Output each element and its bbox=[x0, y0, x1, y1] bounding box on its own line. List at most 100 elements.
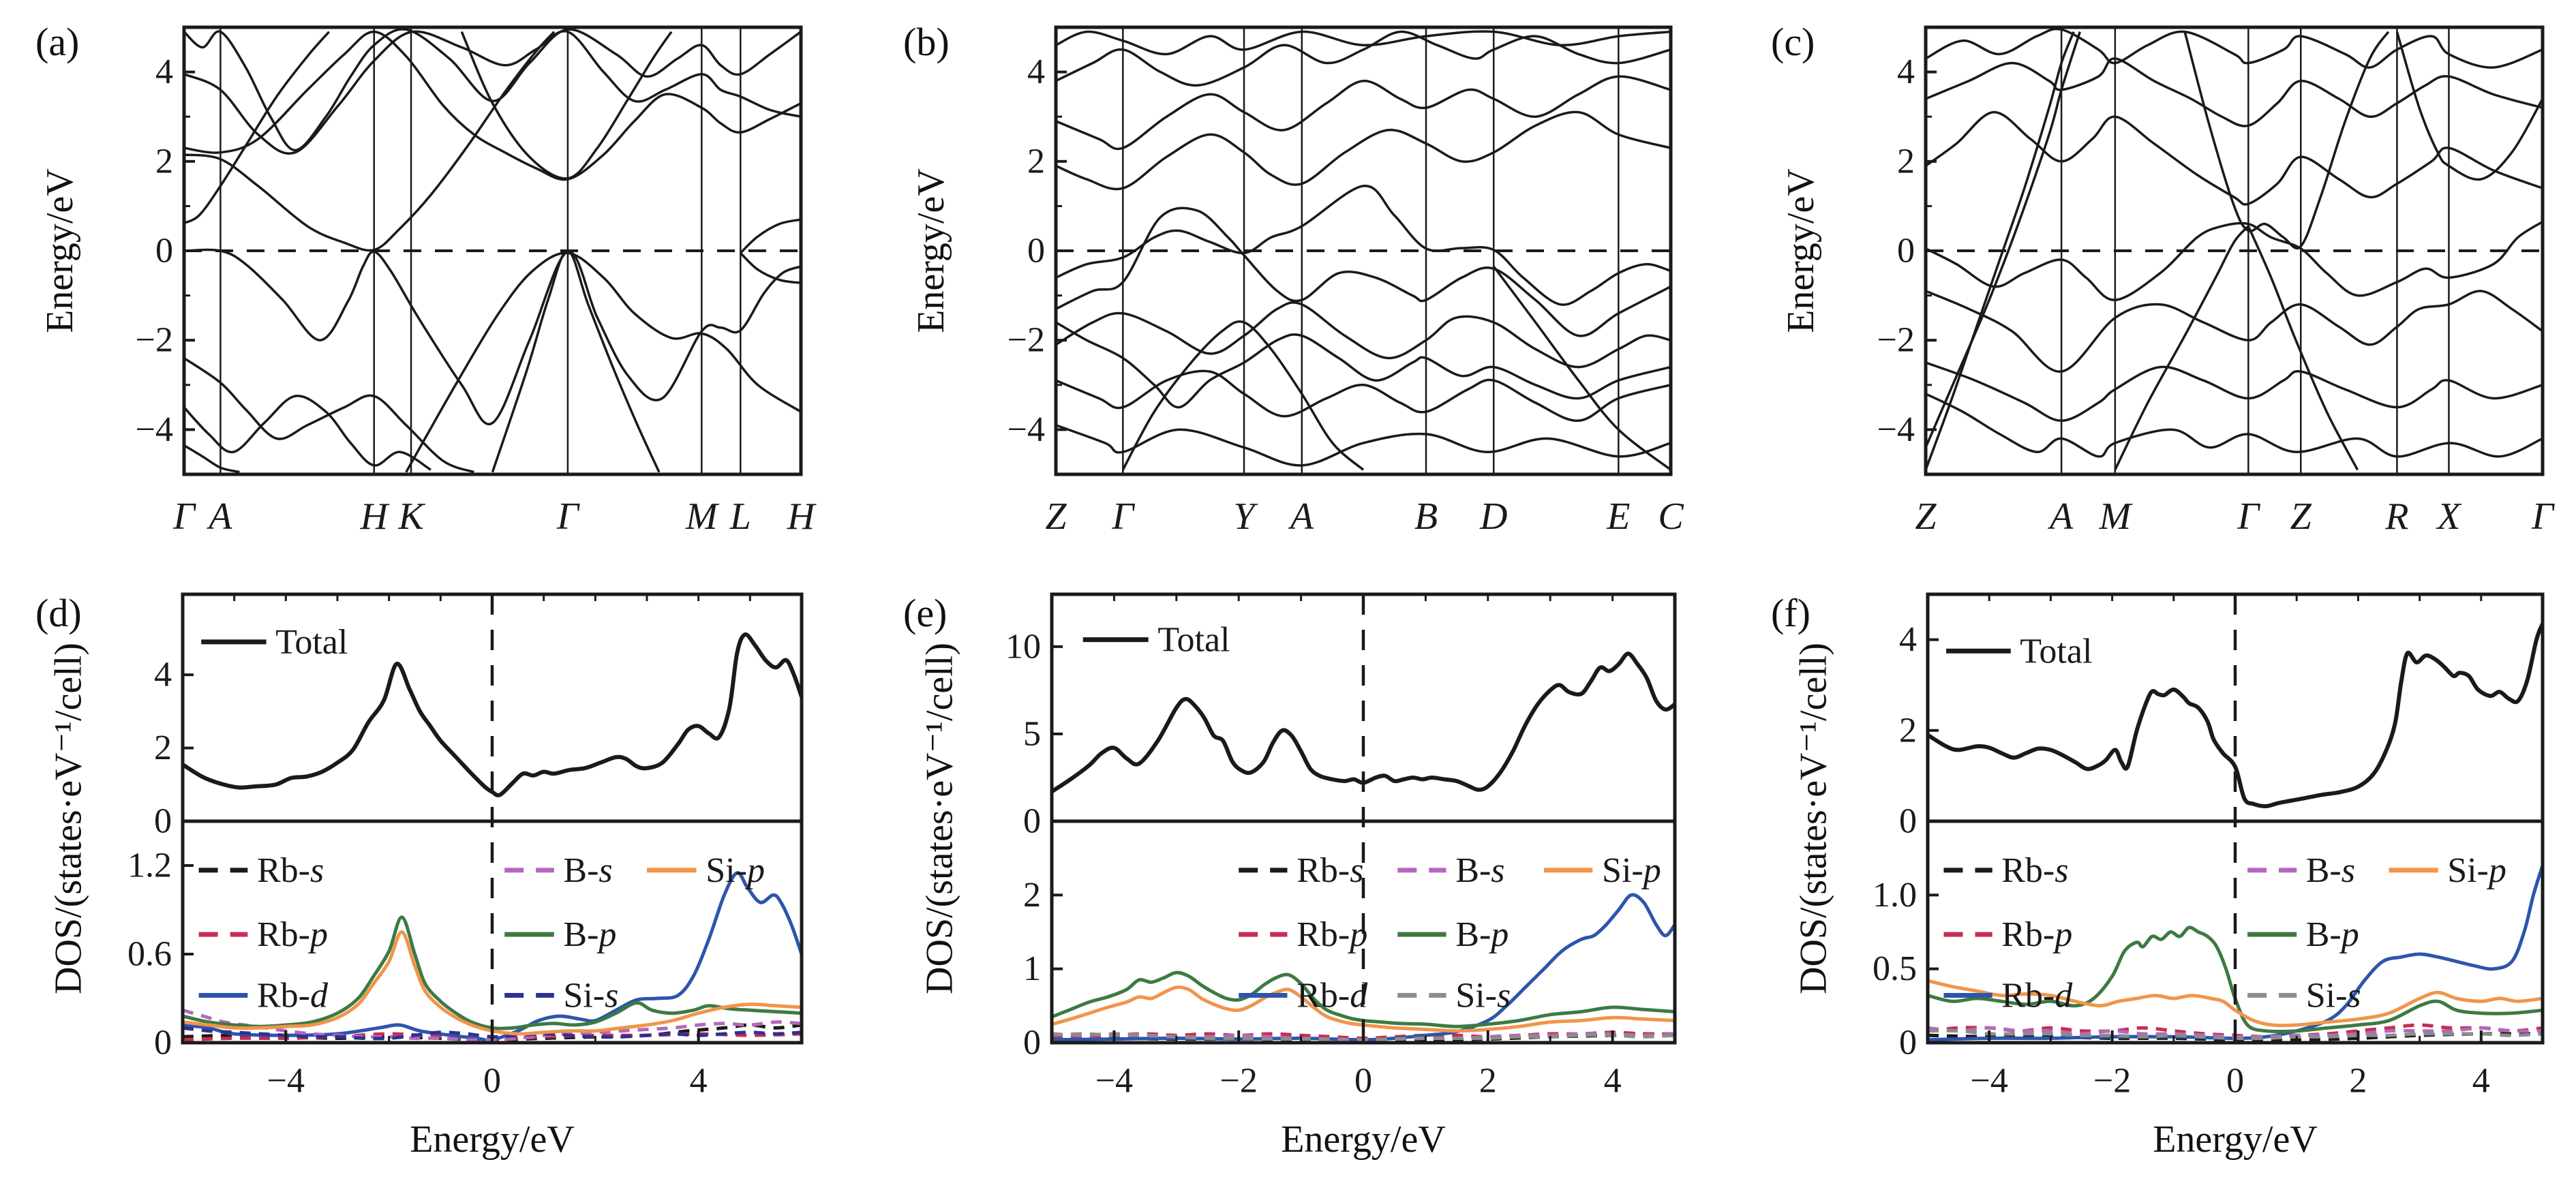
svg-text:2: 2 bbox=[154, 729, 172, 767]
dos-f-y-axis-label: DOS/(states·eV⁻¹/cell) bbox=[1792, 643, 1835, 994]
dos-d-y-axis-label: DOS/(states·eV⁻¹/cell) bbox=[47, 643, 90, 994]
dos-total-curve-f bbox=[1928, 623, 2543, 809]
svg-text:4: 4 bbox=[155, 52, 173, 91]
panel-label-d: (d) bbox=[35, 591, 82, 635]
svg-text:2: 2 bbox=[1479, 1062, 1497, 1101]
svg-text:M: M bbox=[685, 495, 720, 538]
svg-text:Si-s: Si-s bbox=[2306, 976, 2361, 1015]
band-curves-c bbox=[1926, 27, 2543, 471]
panel-label-f: (f) bbox=[1771, 591, 1810, 635]
svg-text:4: 4 bbox=[154, 656, 172, 694]
svg-text:L: L bbox=[729, 495, 751, 538]
band-curves-a bbox=[184, 28, 801, 474]
dos-panel-f: 0 2 4 0 0.5 1.0 −4 −2 0 2 4 Total Rb-s Rb-p Rb-d B-s B-p… bbox=[1873, 592, 2545, 1101]
dos-e-x-axis-label: Energy/eV bbox=[1281, 1118, 1446, 1161]
dos-f-x-axis-label: Energy/eV bbox=[2153, 1118, 2318, 1161]
svg-text:Rb-d: Rb-d bbox=[2001, 976, 2073, 1015]
band-panel-a: 420−2−4Γ A H K Γ M L H bbox=[136, 25, 817, 538]
svg-text:4: 4 bbox=[2472, 1062, 2490, 1101]
svg-text:Γ: Γ bbox=[556, 495, 580, 538]
svg-text:−2: −2 bbox=[136, 321, 173, 360]
svg-text:Γ: Γ bbox=[2531, 495, 2555, 538]
svg-text:2: 2 bbox=[1899, 711, 1917, 750]
dos-total-curve-d bbox=[183, 632, 802, 797]
svg-text:Si-s: Si-s bbox=[563, 976, 618, 1015]
svg-text:1.2: 1.2 bbox=[127, 846, 172, 885]
svg-text:2: 2 bbox=[2349, 1062, 2367, 1101]
svg-text:0: 0 bbox=[1354, 1062, 1372, 1101]
svg-text:−2: −2 bbox=[1220, 1062, 1258, 1101]
svg-text:4: 4 bbox=[1027, 52, 1045, 91]
svg-text:4: 4 bbox=[1897, 52, 1915, 91]
dos-panel-e: 0 5 10 0 1 2 −4 −2 0 2 4 Total Rb-s Rb-p Rb-d B-s B-p Si-… bbox=[1005, 592, 1677, 1101]
svg-text:2: 2 bbox=[155, 142, 173, 181]
svg-text:Rb-p: Rb-p bbox=[1297, 915, 1367, 954]
svg-text:0: 0 bbox=[155, 232, 173, 271]
dos-legend-e: Total Rb-s Rb-p Rb-d B-s B-p Si-s Si-p bbox=[1082, 620, 1661, 1015]
svg-text:M: M bbox=[2099, 495, 2134, 538]
svg-text:0: 0 bbox=[1027, 232, 1045, 271]
svg-text:Rb-s: Rb-s bbox=[1297, 851, 1363, 889]
svg-text:0: 0 bbox=[483, 1062, 501, 1101]
svg-text:0: 0 bbox=[154, 1024, 172, 1062]
svg-text:−2: −2 bbox=[1007, 321, 1045, 360]
svg-text:4: 4 bbox=[1899, 620, 1917, 659]
svg-text:4: 4 bbox=[690, 1062, 708, 1101]
svg-text:A: A bbox=[1288, 495, 1314, 538]
svg-text:B-p: B-p bbox=[563, 915, 616, 954]
dos-total-curve-e bbox=[1052, 652, 1675, 794]
svg-text:H: H bbox=[787, 495, 817, 538]
svg-text:2: 2 bbox=[1897, 142, 1915, 181]
svg-text:5: 5 bbox=[1023, 714, 1041, 753]
svg-text:Γ: Γ bbox=[172, 495, 196, 538]
dos-e-y-axis-label: DOS/(states·eV⁻¹/cell) bbox=[918, 643, 961, 994]
svg-text:−4: −4 bbox=[1007, 410, 1045, 449]
svg-text:2: 2 bbox=[1027, 142, 1045, 181]
svg-text:2: 2 bbox=[1023, 876, 1041, 915]
svg-text:B-p: B-p bbox=[2306, 915, 2359, 954]
svg-text:−4: −4 bbox=[267, 1062, 305, 1101]
svg-text:0: 0 bbox=[1899, 1024, 1917, 1062]
svg-text:0.6: 0.6 bbox=[127, 935, 172, 974]
svg-text:Total: Total bbox=[1157, 620, 1230, 659]
panel-label-c: (c) bbox=[1771, 20, 1815, 64]
svg-text:Rb-s: Rb-s bbox=[2001, 851, 2068, 889]
svg-text:4: 4 bbox=[1604, 1062, 1622, 1101]
band-curves-b bbox=[1056, 30, 1671, 471]
panel-label-e: (e) bbox=[903, 591, 948, 635]
svg-text:Z: Z bbox=[1915, 495, 1937, 538]
dos-orbital-curves-e bbox=[1052, 893, 1675, 1043]
svg-text:−4: −4 bbox=[1877, 410, 1915, 449]
band-a-y-axis-label: Energy/eV bbox=[39, 168, 81, 333]
svg-text:R: R bbox=[2384, 495, 2408, 538]
svg-text:D: D bbox=[1479, 495, 1507, 538]
svg-text:Total: Total bbox=[275, 622, 348, 661]
svg-text:−4: −4 bbox=[136, 410, 173, 449]
svg-text:10: 10 bbox=[1005, 627, 1041, 666]
svg-text:−2: −2 bbox=[1877, 321, 1915, 360]
band-c-y-axis-label: Energy/eV bbox=[1780, 168, 1822, 333]
svg-text:Si-p: Si-p bbox=[706, 851, 765, 889]
svg-text:Z: Z bbox=[1045, 495, 1067, 538]
svg-text:Y: Y bbox=[1233, 495, 1258, 538]
svg-text:−4: −4 bbox=[1095, 1062, 1133, 1101]
svg-text:Rb-d: Rb-d bbox=[1297, 976, 1368, 1015]
svg-text:A: A bbox=[206, 495, 232, 538]
svg-text:C: C bbox=[1658, 495, 1684, 538]
svg-text:0: 0 bbox=[1899, 802, 1917, 841]
band-panel-b: 4 2 0 −2 −4 Z Γ Y A B D E C bbox=[1007, 25, 1684, 538]
svg-text:Z: Z bbox=[2290, 495, 2312, 538]
svg-text:−2: −2 bbox=[2093, 1062, 2131, 1101]
dos-panel-d: 0 2 4 0 0.6 1.2 −4 0 4 Total Rb-s Rb-p Rb-d B-s B-p Si-… bbox=[127, 592, 804, 1101]
band-b-y-axis-label: Energy/eV bbox=[910, 168, 952, 333]
svg-text:0.5: 0.5 bbox=[1873, 949, 1917, 988]
svg-text:B: B bbox=[1414, 495, 1438, 538]
svg-text:E: E bbox=[1606, 495, 1630, 538]
svg-text:0: 0 bbox=[1897, 232, 1915, 271]
svg-text:Rb-p: Rb-p bbox=[2001, 915, 2072, 954]
svg-text:B-p: B-p bbox=[1455, 915, 1509, 954]
svg-text:0: 0 bbox=[2226, 1062, 2244, 1101]
svg-text:1.0: 1.0 bbox=[1873, 876, 1917, 915]
